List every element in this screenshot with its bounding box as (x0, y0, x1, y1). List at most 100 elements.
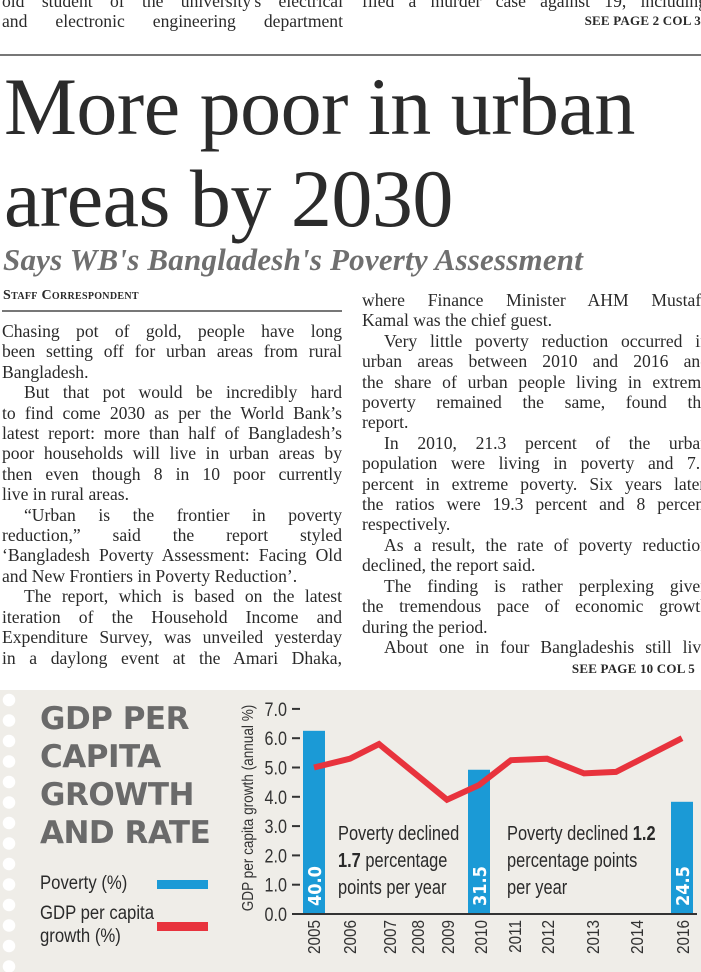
text-line: Bangladesh. (2, 361, 89, 382)
legend-label-poverty: Poverty (%) (40, 872, 127, 895)
infographic: GDP PER CAPITA GROWTH AND RATE Poverty (… (0, 690, 701, 972)
chart-title: GDP PER CAPITA GROWTH AND RATE (40, 700, 211, 852)
chart-title-line: AND RATE (40, 815, 211, 851)
section-divider (0, 54, 701, 56)
text-line: during the period. (362, 616, 488, 637)
bar-value-label: 40.0 (305, 866, 326, 906)
annotation-line: Poverty declined 1.2 (507, 823, 656, 845)
bar-poverty-2016 (671, 801, 693, 914)
text-line: to find come 2030 as per the World Bank’… (2, 402, 342, 423)
x-tick-label: 2006 (340, 920, 360, 954)
annotation-2005-2010: Poverty declined 1.7 percentage points p… (338, 821, 459, 902)
text-line: Very little poverty reduction occurred i… (384, 330, 701, 351)
x-tick-label: 2012 (538, 920, 558, 954)
y-tick-label: 5.0 (265, 757, 288, 779)
chart-title-line: GDP PER (40, 701, 189, 737)
text-line: where Finance Minister AHM Mustafa (362, 290, 701, 310)
line-gdp-growth (313, 735, 684, 804)
headline-line: More poor in urban (4, 61, 635, 152)
chart-title-line: GROWTH (40, 777, 194, 813)
annotation-line: Poverty declined (338, 823, 460, 845)
x-tick-label: 2011 (505, 920, 525, 953)
legend-label-gdp: GDP per capita growth (%) (40, 902, 154, 948)
text-line: In 2010, 21.3 percent of the urban (384, 432, 701, 453)
notebook-binding-decoration (0, 690, 24, 972)
text-line: Expenditure Survey, was unveiled yesterd… (2, 627, 342, 648)
subheadline: Says WB's Bangladesh's Poverty Assessmen… (3, 242, 584, 277)
bar-poverty-2010 (468, 769, 490, 914)
text-line: old student of the university's electric… (2, 0, 343, 11)
y-tick-label: 7.0 (265, 699, 288, 721)
annotation-line: 1.7 percentage (338, 850, 448, 872)
bar-value-label: 24.5 (673, 866, 694, 906)
text-line: The finding is rather perplexing given (384, 575, 701, 596)
text-line: live in rural areas. (2, 484, 130, 505)
previous-story-right: filed a murder case against 19, includin… (362, 0, 701, 32)
bar-poverty-2005 (303, 730, 325, 914)
y-tick-label: 2.0 (265, 845, 288, 867)
annotation-2010-2016: Poverty declined 1.2 percentage points p… (507, 821, 656, 902)
annotation-line: per year (507, 877, 568, 899)
y-tick-label: 3.0 (265, 816, 288, 838)
text-line: and electronic engineering department (2, 11, 343, 32)
text-line: population were living in poverty and 7.… (362, 453, 701, 474)
text-line: Kamal was the chief guest. (362, 310, 553, 331)
previous-story-left: old student of the university's electric… (2, 0, 343, 32)
y-tick-label: 0.0 (265, 904, 288, 926)
chart-plot: 0.0 1.0 2.0 3.0 4.0 5.0 6.0 7.0 GDP per capita g… (240, 699, 697, 954)
text-line: urban areas between 2010 and 2016 and (362, 351, 701, 372)
text-line: iteration of the Household Income and (2, 606, 342, 627)
text-line: filed a murder case against 19, includin… (362, 0, 701, 11)
text-line: “Urban is the frontier in poverty (24, 504, 342, 525)
text-line: in a daylong event at the Amari Dhaka, (2, 647, 342, 668)
legend-text: growth (%) (40, 926, 121, 947)
x-tick-label: 2016 (673, 920, 693, 954)
text-line: poverty remained the same, found the (362, 392, 701, 413)
text-line: latest report: more than half of Banglad… (2, 423, 342, 444)
bar-value-label: 31.5 (470, 866, 491, 906)
text-line: respectively. (362, 514, 451, 535)
jump-line: SEE PAGE 10 COL 5 (571, 661, 695, 677)
text-line: ‘Bangladesh Poverty Assessment: Facing O… (2, 545, 342, 566)
chart-title-line: CAPITA (40, 739, 161, 775)
text-line: and New Frontiers in Poverty Reduction’. (2, 565, 298, 586)
x-tick-label: 2005 (304, 920, 324, 954)
byline-rule (2, 310, 342, 312)
text-line: the tremendous pace of economic growth (362, 596, 701, 617)
text-line: the share of urban people living in extr… (362, 371, 701, 392)
text-line: then even though 8 in 10 poor currently (2, 463, 342, 484)
x-tick-label: 2013 (583, 920, 603, 954)
y-tick-label: 6.0 (265, 728, 288, 750)
byline: Staff Correspondent (3, 288, 139, 303)
text-line: poor households will live in urban areas… (2, 443, 342, 464)
text-line: reduction,” said the report styled (2, 525, 342, 546)
x-tick-label: 2014 (627, 920, 647, 954)
text-line: the ratios were 19.3 percent and 8 perce… (362, 494, 701, 515)
annotation-line: percentage points (507, 850, 638, 872)
text-line: percent in extreme poverty. Six years la… (362, 473, 701, 494)
text-line: declined, the report said. (362, 555, 536, 576)
text-line: But that pot would be incredibly hard (24, 382, 342, 403)
text-line: report. (362, 412, 409, 433)
x-tick-label: 2009 (438, 920, 458, 954)
headline-line: areas by 2030 (4, 153, 453, 244)
text-line: Chasing pot of gold, people have long (2, 321, 342, 341)
article-column-right: where Finance Minister AHM Mustafa Kamal … (362, 290, 701, 680)
article-column-left: Chasing pot of gold, people have long bee… (2, 321, 342, 668)
text-line: As a result, the rate of poverty reducti… (384, 534, 701, 555)
legend-text: GDP per capita (40, 903, 155, 924)
y-tick-label: 1.0 (265, 874, 288, 896)
text-line: been setting off for urban areas from ru… (2, 341, 342, 362)
text-line: About one in four Bangladeshis still liv… (384, 636, 701, 657)
y-tick-label: 4.0 (265, 787, 288, 809)
legend-swatch-gdp (157, 922, 208, 931)
headline: More poor in urban areas by 2030 (4, 62, 635, 244)
x-tick-label: 2010 (471, 920, 491, 954)
jump-line: SEE PAGE 2 COL 3 (584, 13, 701, 29)
x-tick-label: 2007 (380, 920, 400, 954)
legend-text: Poverty (%) (40, 873, 128, 894)
x-tick-label: 2008 (408, 920, 428, 954)
legend-swatch-poverty (157, 880, 208, 889)
text-line: The report, which is based on the latest (24, 586, 342, 607)
y-axis-label: GDP per capita growth (annual %) (240, 705, 257, 912)
